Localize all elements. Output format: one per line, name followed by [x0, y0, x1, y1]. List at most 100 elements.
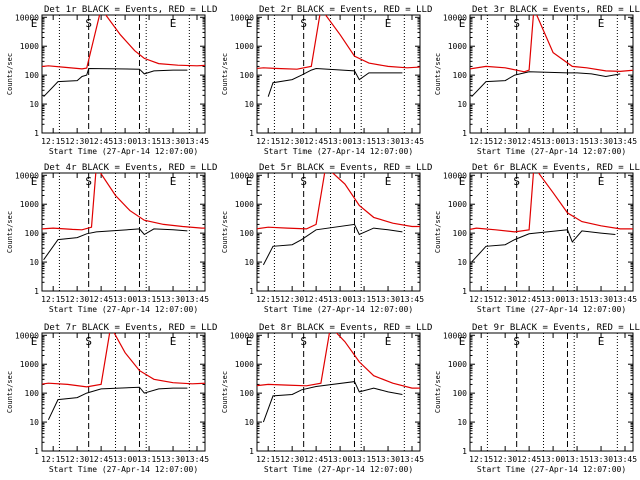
y-tick-label: 10: [29, 418, 39, 427]
y-tick-label: 10000: [230, 13, 254, 22]
x-tick-label: 13:45: [400, 137, 424, 146]
event-marker-e: E: [246, 17, 253, 30]
y-axis-label: Counts/sec: [434, 371, 442, 413]
x-tick-label: 13:30: [161, 455, 185, 464]
x-axis-label: Start Time (27-Apr-14 12:07:00): [264, 147, 413, 156]
x-tick-label: 12:30: [280, 137, 304, 146]
x-tick-label: 12:30: [65, 295, 89, 304]
x-tick-label: 13:45: [400, 295, 424, 304]
series-line-lld: [257, 173, 420, 230]
y-tick-label: 1000: [235, 42, 254, 51]
y-tick-label: 10000: [443, 331, 467, 340]
x-tick-label: 13:00: [113, 455, 137, 464]
x-tick-label: 12:15: [469, 295, 493, 304]
y-tick-label: 100: [240, 71, 255, 80]
y-tick-label: 1000: [20, 200, 39, 209]
y-tick-label: 1000: [20, 360, 39, 369]
y-tick-label: 100: [25, 229, 40, 238]
panel-det-9: Det 9r BLACK = Events, RED = LLD 1 10 100 10…: [434, 323, 640, 474]
event-marker-e: E: [459, 335, 466, 348]
x-tick-label: 12:45: [304, 137, 328, 146]
series-line-lld: [470, 173, 633, 233]
series-line-lld: [257, 333, 420, 389]
x-axis-label: Start Time (27-Apr-14 12:07:00): [49, 305, 198, 314]
event-marker-s: S: [85, 335, 92, 348]
x-tick-label: 13:45: [185, 455, 209, 464]
x-tick-label: 13:45: [185, 295, 209, 304]
event-marker-e: E: [170, 175, 177, 188]
panel-title: Det 7r BLACK = Events, RED = LLD: [44, 323, 217, 333]
y-tick-label: 10: [244, 100, 254, 109]
plot-frame: [41, 172, 206, 292]
panel-title: Det 3r BLACK = Events, RED = LLD: [472, 5, 640, 15]
x-tick-label: 12:30: [493, 137, 517, 146]
y-tick-label: 1000: [235, 360, 254, 369]
y-tick-label: 1000: [448, 200, 467, 209]
x-tick-label: 12:45: [304, 295, 328, 304]
x-tick-label: 12:45: [304, 455, 328, 464]
series-line-lld: [42, 15, 205, 70]
y-axis-label: Counts/sec: [221, 211, 229, 253]
x-tick-label: 13:00: [541, 455, 565, 464]
panel-title: Det 1r BLACK = Events, RED = LLD: [44, 5, 217, 15]
y-tick-label: 10000: [15, 331, 39, 340]
x-axis-label: Start Time (27-Apr-14 12:07:00): [264, 465, 413, 474]
series-line-events: [47, 386, 188, 421]
x-tick-label: 12:45: [517, 455, 541, 464]
x-tick-label: 13:30: [376, 137, 400, 146]
x-axis-label: Start Time (27-Apr-14 12:07:00): [477, 147, 626, 156]
x-tick-label: 13:30: [589, 295, 613, 304]
y-tick-label: 100: [453, 229, 468, 238]
y-tick-label: 100: [240, 389, 255, 398]
x-tick-label: 12:45: [89, 137, 113, 146]
x-tick-label: 13:15: [352, 295, 376, 304]
x-tick-label: 12:15: [41, 295, 65, 304]
x-tick-label: 13:30: [589, 455, 613, 464]
event-marker-e: E: [246, 175, 253, 188]
y-tick-label: 10: [244, 418, 254, 427]
y-tick-label: 10000: [443, 13, 467, 22]
y-tick-label: 10: [29, 100, 39, 109]
y-axis-label: Counts/sec: [6, 211, 14, 253]
event-marker-e: E: [31, 175, 38, 188]
event-marker-s: S: [85, 175, 92, 188]
panel-det-5: Det 5r BLACK = Events, RED = LLD 1 10 100 10…: [221, 163, 432, 314]
y-tick-label: 1: [249, 129, 254, 138]
series-line-events: [262, 381, 403, 423]
event-marker-s: S: [513, 175, 520, 188]
y-tick-label: 10000: [15, 13, 39, 22]
y-tick-label: 10000: [230, 331, 254, 340]
panel-title: Det 4r BLACK = Events, RED = LLD: [44, 163, 217, 173]
event-marker-e: E: [459, 175, 466, 188]
series-line-events: [471, 71, 621, 98]
x-tick-label: 13:45: [613, 137, 637, 146]
x-tick-label: 12:45: [517, 295, 541, 304]
event-marker-e: E: [170, 17, 177, 30]
event-marker-e: E: [246, 335, 253, 348]
y-tick-label: 10: [457, 100, 467, 109]
x-tick-label: 12:30: [280, 455, 304, 464]
plot-frame: [256, 172, 421, 292]
panel-det-4: Det 4r BLACK = Events, RED = LLD 1 10 100 10…: [6, 163, 217, 314]
panel-det-2: Det 2r BLACK = Events, RED = LLD 1 10 100 10…: [221, 5, 432, 156]
series-line-lld: [470, 15, 633, 73]
plot-frame: [469, 14, 634, 134]
x-tick-label: 12:30: [493, 455, 517, 464]
y-tick-label: 1: [34, 129, 39, 138]
x-tick-label: 13:15: [565, 137, 589, 146]
x-tick-label: 13:30: [376, 455, 400, 464]
x-tick-label: 12:15: [256, 295, 280, 304]
x-tick-label: 13:00: [541, 137, 565, 146]
series-line-lld: [42, 333, 205, 388]
event-marker-e: E: [31, 335, 38, 348]
plot-frame: [256, 332, 421, 452]
x-tick-label: 13:15: [137, 455, 161, 464]
panel-det-3: Det 3r BLACK = Events, RED = LLD 1 10 100 10…: [434, 5, 640, 156]
y-axis-label: Counts/sec: [221, 53, 229, 95]
x-axis-label: Start Time (27-Apr-14 12:07:00): [49, 147, 198, 156]
x-tick-label: 13:00: [113, 137, 137, 146]
x-tick-label: 13:30: [376, 295, 400, 304]
x-axis-label: Start Time (27-Apr-14 12:07:00): [477, 465, 626, 474]
y-tick-label: 1: [249, 287, 254, 296]
